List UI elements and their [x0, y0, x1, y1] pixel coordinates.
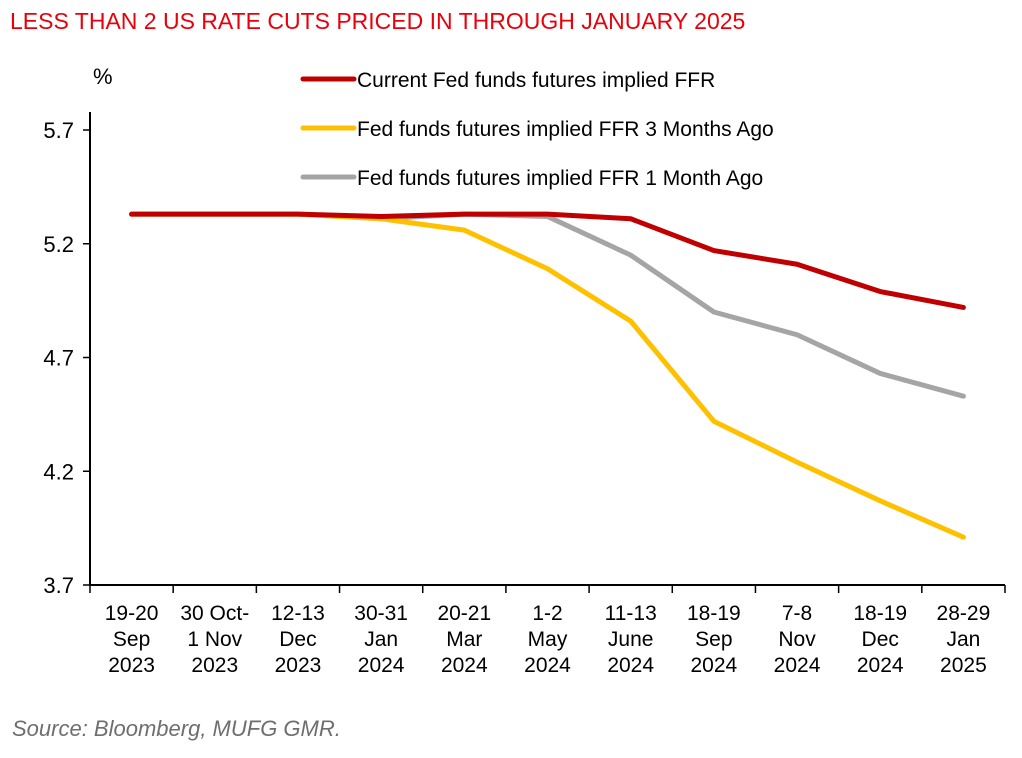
source-note: Source: Bloomberg, MUFG GMR.	[12, 716, 341, 741]
y-axis-label: %	[93, 64, 113, 89]
x-tick-label: 7-8	[782, 602, 812, 625]
x-tick-label: 2024	[524, 654, 571, 677]
y-tick-label: 5.7	[43, 118, 74, 143]
x-tick-label: Mar	[446, 628, 482, 651]
x-tick-label: 18-19	[853, 602, 907, 625]
chart-title: LESS THAN 2 US RATE CUTS PRICED IN THROU…	[10, 8, 746, 34]
x-tick-label: Nov	[778, 628, 816, 651]
x-tick-label: 2024	[691, 654, 738, 677]
x-tick-label: 2024	[857, 654, 904, 677]
legend-label: Current Fed funds futures implied FFR	[357, 69, 715, 92]
x-tick-label: 1-2	[532, 602, 562, 625]
series-line-1	[129, 211, 966, 540]
y-tick-label: 5.2	[43, 232, 74, 257]
x-tick-label: Sep	[113, 628, 150, 651]
x-tick-label: June	[608, 628, 654, 651]
series-line-0	[129, 211, 966, 310]
legend-label: Fed funds futures implied FFR 3 Months A…	[357, 118, 774, 141]
x-tick-label: 2024	[607, 654, 654, 677]
x-tick-label: 12-13	[271, 602, 325, 625]
x-tick-label: 18-19	[687, 602, 741, 625]
x-tick-label: 2024	[774, 654, 821, 677]
x-tick-label: 30 Oct-	[180, 602, 249, 625]
x-tick-label: 11-13	[605, 602, 657, 625]
x-tick-label: 2024	[358, 654, 405, 677]
x-tick-label: 2023	[108, 654, 155, 677]
series-lines	[129, 211, 966, 540]
series-line-2	[129, 211, 966, 399]
x-tick-label: Jan	[364, 628, 398, 651]
x-tick-label: 2025	[940, 654, 987, 677]
x-tick-label: 28-29	[937, 602, 991, 625]
axes: 3.7 4.2 4.7 5.2 5.7 19-20 Sep 2023 30 Oct- 1 Nov 2…	[43, 112, 1006, 677]
x-tick-label: 1 Nov	[187, 628, 242, 651]
y-tick-label: 3.7	[43, 573, 74, 598]
x-tick-label: Dec	[279, 628, 316, 651]
x-tick-label: Sep	[695, 628, 732, 651]
x-tick-label: 30-31	[354, 602, 408, 625]
x-tick-label: 2024	[441, 654, 488, 677]
x-tick-label: Dec	[862, 628, 899, 651]
legend: Current Fed funds futures implied FFR Fed…	[300, 69, 774, 190]
legend-label: Fed funds futures implied FFR 1 Month Ag…	[357, 167, 763, 190]
x-tick-label: 2023	[275, 654, 322, 677]
x-tick-label: 2023	[191, 654, 238, 677]
x-tick-label: 19-20	[105, 602, 159, 625]
x-tick-label: 20-21	[437, 602, 491, 625]
x-tick-label: May	[528, 628, 568, 651]
x-tick-label: Jan	[946, 628, 980, 651]
y-tick-label: 4.2	[43, 459, 74, 484]
y-tick-label: 4.7	[43, 346, 74, 371]
